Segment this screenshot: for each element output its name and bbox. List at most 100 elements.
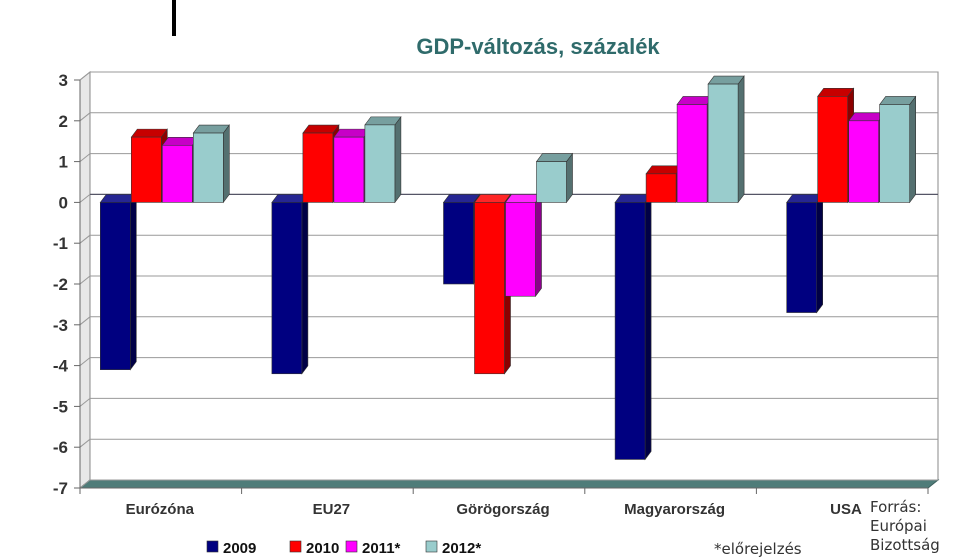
bar-top (645, 165, 683, 175)
legend-swatch (206, 540, 219, 553)
bar (645, 164, 683, 204)
gridline-side (79, 194, 91, 203)
y-tick-label: 1 (59, 153, 68, 172)
bar-top (130, 128, 168, 138)
y-tick-label: -3 (53, 316, 68, 335)
bar-top (271, 194, 309, 203)
bar (786, 193, 824, 314)
bar-side (816, 193, 824, 314)
bar (442, 193, 481, 285)
bar-front (162, 144, 193, 203)
bar (302, 124, 340, 204)
y-tick-label: -1 (53, 234, 68, 253)
bar-side (301, 193, 309, 375)
gridline-side (79, 112, 91, 122)
bar-top (676, 96, 714, 105)
bar-top (614, 194, 652, 203)
bar-front (676, 104, 708, 203)
bar-front (707, 83, 739, 203)
footnote: *előrejelzés (714, 540, 802, 558)
bar (473, 193, 512, 375)
bar-front (302, 132, 334, 203)
bar (817, 87, 855, 204)
bar-top (364, 116, 402, 126)
bar-side (566, 152, 573, 204)
bar-front (364, 124, 396, 203)
bar-front (848, 120, 880, 203)
legend-label: 2011* (362, 540, 401, 557)
bar-top (333, 128, 371, 138)
y-tick-label: -2 (53, 275, 68, 294)
legend-label: 2012* (442, 540, 481, 557)
bar (676, 95, 714, 204)
x-tick-label: EU27 (313, 501, 351, 518)
x-tick-label: USA (830, 501, 862, 518)
source-note: Forrás: Európai Bizottság (870, 498, 940, 554)
bar-top (879, 96, 917, 105)
bar-top (302, 124, 340, 134)
bar-side (644, 193, 652, 461)
gridline-side (79, 316, 91, 326)
y-tick-label: -6 (53, 438, 68, 457)
legend: 2009 2010 2011* 2012* (206, 540, 481, 557)
bar-side (535, 193, 542, 298)
y-tick-label: -4 (53, 357, 69, 376)
y-tick-label: 3 (59, 71, 68, 90)
bar (271, 193, 309, 375)
bar-top (504, 194, 543, 203)
legend-swatch (289, 540, 302, 553)
bar-top (707, 75, 745, 85)
bar (535, 152, 574, 204)
bar-side (909, 95, 917, 204)
bar-top (817, 88, 855, 97)
gridline-side (79, 275, 91, 285)
bar-top (442, 194, 481, 203)
legend-swatch (345, 540, 358, 553)
gridline-side (79, 71, 91, 81)
cursor-bar (172, 0, 176, 36)
bar (130, 128, 168, 204)
bar (504, 193, 543, 298)
bar-side (130, 193, 137, 371)
bar-top (848, 112, 886, 122)
bar (161, 136, 199, 204)
bar (707, 75, 745, 204)
bar-front (614, 202, 646, 460)
y-tick-label: 2 (59, 112, 68, 131)
legend-swatch (425, 540, 438, 553)
floor (78, 479, 940, 489)
bar (614, 193, 652, 461)
chart-title: GDP-változás, százalék (416, 34, 660, 59)
bar-front (193, 132, 224, 203)
bar-front (474, 202, 505, 375)
bar-front (333, 136, 365, 203)
bar-front (879, 104, 911, 203)
bar-top (99, 194, 137, 203)
gridline-side (79, 438, 91, 448)
y-tick-label: 0 (59, 193, 68, 212)
gridline-side (79, 357, 91, 366)
bar-top (786, 194, 824, 203)
x-tick-label: Görögország (456, 501, 549, 518)
bar-front (536, 161, 567, 203)
bar-front (505, 202, 536, 297)
bar (848, 111, 886, 204)
y-axis: 3 2 1 0 -1 -2 -3 -4 -5 -6 -7 (53, 71, 81, 498)
bar (333, 128, 371, 204)
y-tick-label: -5 (53, 397, 68, 416)
bars (99, 75, 917, 461)
bar (879, 95, 917, 204)
bar (99, 193, 137, 371)
bar-front (786, 202, 818, 313)
bar-front (271, 202, 303, 375)
bar-top (535, 153, 574, 162)
bar-front (131, 136, 162, 203)
legend-label: 2010 (306, 540, 339, 557)
bar-front (443, 202, 474, 285)
bar-top (192, 124, 230, 134)
bar-side (223, 124, 230, 204)
bar-top (473, 194, 512, 203)
bar-side (737, 75, 745, 204)
legend-label: 2009 (223, 540, 256, 557)
